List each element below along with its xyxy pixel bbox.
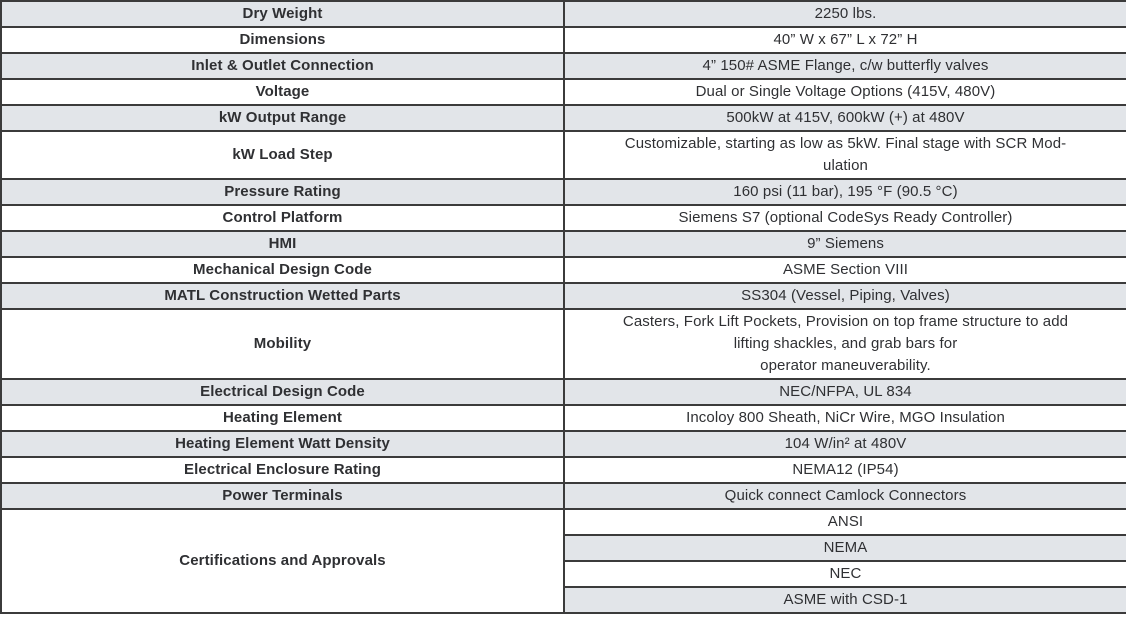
spec-value: NEMA [563,534,1126,562]
table-row: ASME with CSD-1 [1,586,1126,614]
table-row: Control Platform Siemens S7 (optional Co… [0,204,1126,232]
table-row: Power Terminals Quick connect Camlock Co… [0,482,1126,510]
spec-label: Dimensions [0,26,565,54]
spec-label: kW Load Step [0,130,565,180]
spec-value: 9” Siemens [563,230,1126,258]
table-row: Dimensions 40” W x 67” L x 72” H [0,26,1126,54]
table-row: Pressure Rating 160 psi (11 bar), 195 °F… [0,178,1126,206]
table-row: NEMA [1,534,1126,562]
spec-label: Dry Weight [0,0,565,28]
table-row: Certifications and Approvals ANSI [0,508,1126,614]
spec-value: Dual or Single Voltage Options (415V, 48… [563,78,1126,106]
table-row: kW Output Range 500kW at 415V, 600kW (+)… [0,104,1126,132]
spec-label: kW Output Range [0,104,565,132]
spec-label: Mobility [0,308,565,380]
spec-value: Siemens S7 (optional CodeSys Ready Contr… [563,204,1126,232]
spec-label: Power Terminals [0,482,565,510]
spec-label: Voltage [0,78,565,106]
spec-value: NEC/NFPA, UL 834 [563,378,1126,406]
spec-value: 4” 150# ASME Flange, c/w butterfly valve… [563,52,1126,80]
spec-value: ASME Section VIII [563,256,1126,284]
spec-label: Electrical Design Code [0,378,565,406]
spec-value: Incoloy 800 Sheath, NiCr Wire, MGO Insul… [563,404,1126,432]
spec-value: 160 psi (11 bar), 195 °F (90.5 °C) [563,178,1126,206]
spec-value: Customizable, starting as low as 5kW. Fi… [563,130,1126,180]
spec-value: 500kW at 415V, 600kW (+) at 480V [563,104,1126,132]
spec-value: Quick connect Camlock Connectors [563,482,1126,510]
table-row: Heating Element Incoloy 800 Sheath, NiCr… [0,404,1126,432]
spec-label: Certifications and Approvals [0,508,565,614]
spec-label: Mechanical Design Code [0,256,565,284]
spec-value: Casters, Fork Lift Pockets, Provision on… [563,308,1126,380]
spec-value: 104 W/in² at 480V [563,430,1126,458]
spec-value: 2250 lbs. [563,0,1126,28]
table-row: Mobility Casters, Fork Lift Pockets, Pro… [0,308,1126,380]
spec-label: Electrical Enclosure Rating [0,456,565,484]
spec-value: ASME with CSD-1 [563,586,1126,614]
table-row: MATL Construction Wetted Parts SS304 (Ve… [0,282,1126,310]
table-row: HMI 9” Siemens [0,230,1126,258]
table-row: Heating Element Watt Density 104 W/in² a… [0,430,1126,458]
spec-label: HMI [0,230,565,258]
spec-value: 40” W x 67” L x 72” H [563,26,1126,54]
spec-label: Control Platform [0,204,565,232]
spec-label: Inlet & Outlet Connection [0,52,565,80]
table-row: Electrical Design Code NEC/NFPA, UL 834 [0,378,1126,406]
table-row: Inlet & Outlet Connection 4” 150# ASME F… [0,52,1126,80]
spec-value: NEC [563,560,1126,588]
spec-label: Heating Element [0,404,565,432]
spec-value: NEMA12 (IP54) [563,456,1126,484]
spec-label: Heating Element Watt Density [0,430,565,458]
spec-value: ANSI [563,508,1126,536]
spec-label: MATL Construction Wetted Parts [0,282,565,310]
spec-label: Pressure Rating [0,178,565,206]
table-row: Dry Weight 2250 lbs. [0,0,1126,28]
table-row: Electrical Enclosure Rating NEMA12 (IP54… [0,456,1126,484]
table-row: Voltage Dual or Single Voltage Options (… [0,78,1126,106]
table-row: kW Load Step Customizable, starting as l… [0,130,1126,180]
spec-value: SS304 (Vessel, Piping, Valves) [563,282,1126,310]
table-row: Mechanical Design Code ASME Section VIII [0,256,1126,284]
